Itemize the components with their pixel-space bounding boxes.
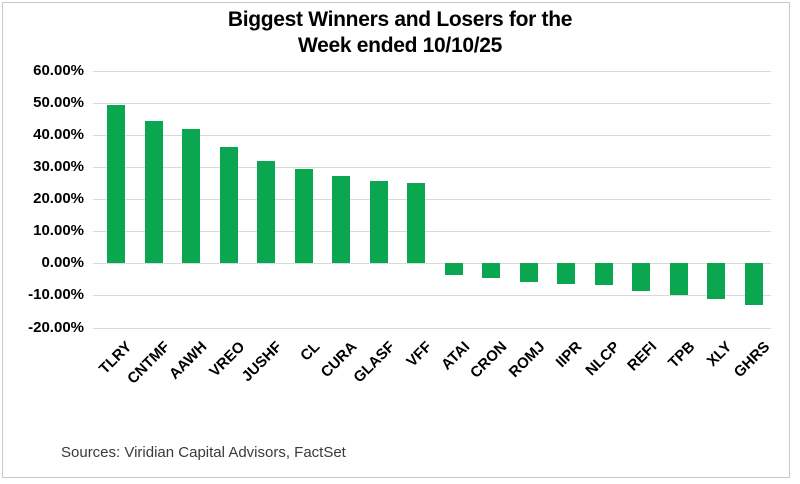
bar-ghrs bbox=[744, 263, 763, 306]
gridline bbox=[93, 327, 771, 329]
gridline bbox=[93, 295, 771, 297]
bar-vreo bbox=[219, 146, 238, 264]
bar-refi bbox=[632, 263, 650, 292]
gridline bbox=[93, 231, 771, 233]
source-note: Sources: Viridian Capital Advisors, Fact… bbox=[61, 444, 346, 461]
y-axis-label: -10.00% bbox=[28, 286, 84, 304]
bar-cl bbox=[294, 169, 313, 264]
bar-iipr bbox=[557, 263, 575, 284]
gridline bbox=[93, 199, 771, 201]
bar-jushf bbox=[257, 160, 275, 264]
bar-vff bbox=[407, 182, 425, 264]
bar-nlcp bbox=[594, 263, 613, 285]
chart-title-line1: Biggest Winners and Losers for the bbox=[227, 8, 573, 31]
gridline bbox=[93, 135, 771, 137]
y-axis-label: 50.00% bbox=[33, 94, 84, 112]
chart-title-line2: Week ended 10/10/25 bbox=[297, 34, 503, 57]
bar-tlry bbox=[107, 105, 125, 264]
chart-title: Biggest Winners and Losers for the Week … bbox=[0, 7, 800, 59]
gridline bbox=[93, 103, 771, 105]
gridline bbox=[93, 263, 771, 265]
gridline bbox=[93, 71, 771, 72]
y-axis-label: 20.00% bbox=[33, 190, 84, 208]
y-axis-label: 10.00% bbox=[33, 222, 84, 240]
y-axis-label: 60.00% bbox=[33, 62, 84, 79]
y-axis-label: 30.00% bbox=[33, 158, 84, 176]
bar-cron bbox=[482, 263, 500, 279]
bar-cntmf bbox=[144, 120, 163, 264]
bar-xly bbox=[707, 263, 725, 300]
gridline bbox=[93, 167, 771, 169]
chart-border bbox=[2, 2, 790, 478]
bar-aawh bbox=[182, 128, 200, 264]
bar-atai bbox=[444, 263, 463, 275]
bar-tpb bbox=[669, 263, 688, 296]
y-axis-label: 0.00% bbox=[41, 254, 84, 272]
y-axis-label: -20.00% bbox=[28, 318, 84, 336]
bar-glasf bbox=[369, 180, 388, 264]
bar-cura bbox=[332, 175, 350, 264]
bar-romj bbox=[519, 263, 538, 283]
y-axis-label: 40.00% bbox=[33, 126, 84, 144]
